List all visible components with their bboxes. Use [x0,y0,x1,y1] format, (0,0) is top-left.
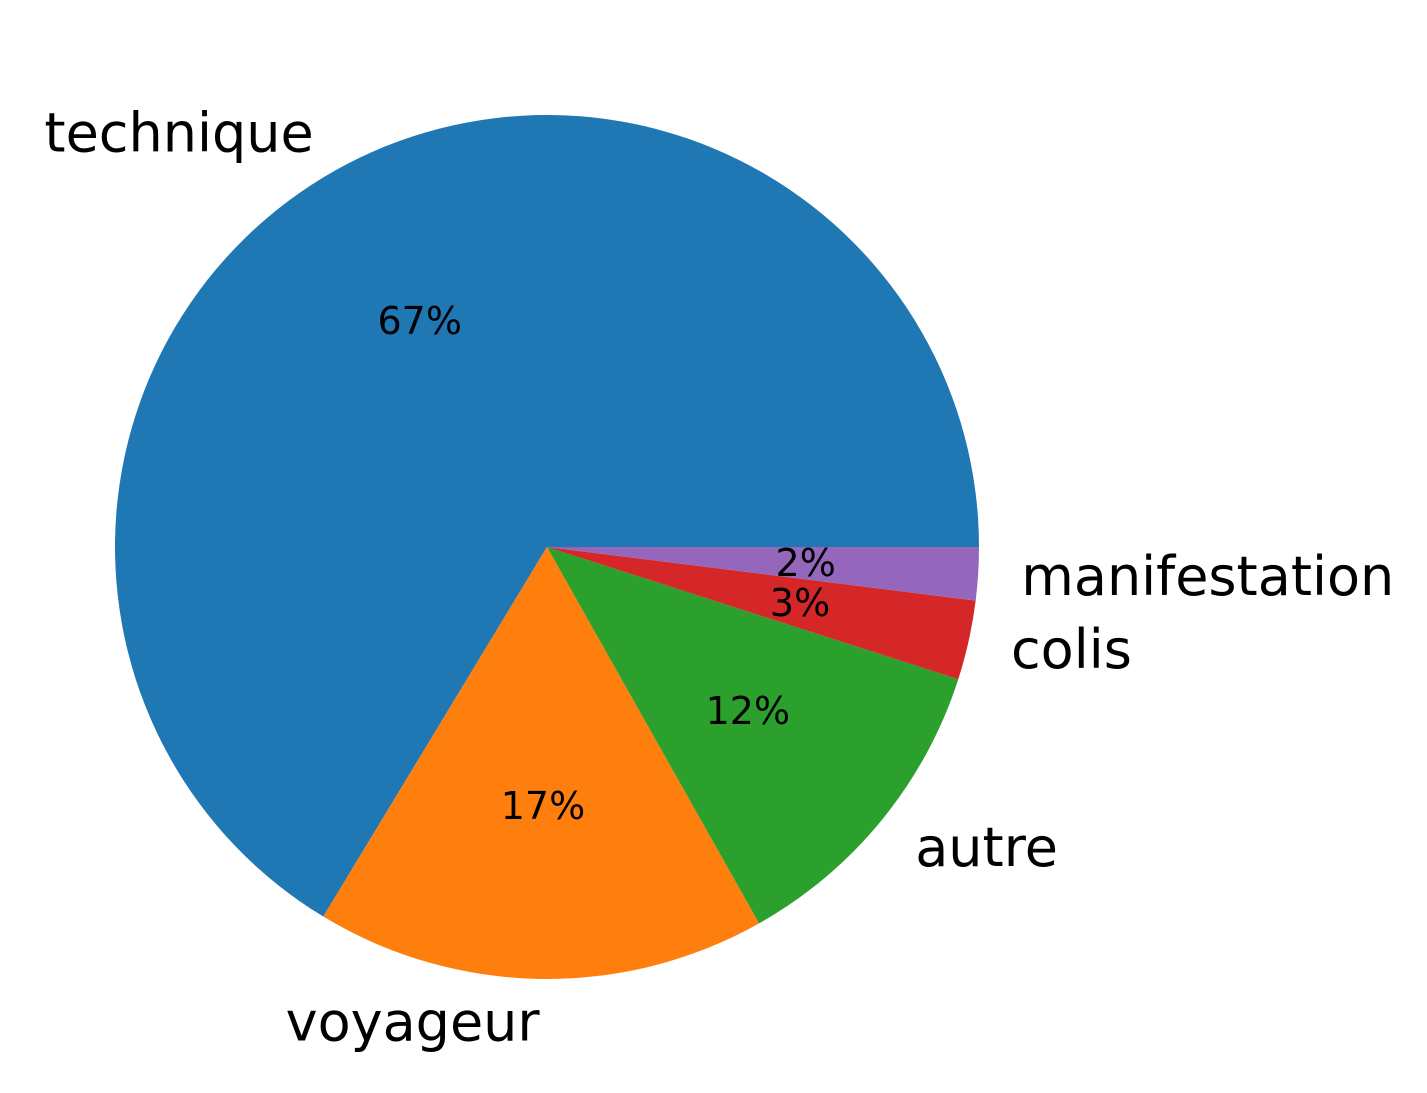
category-label-colis: colis [1011,618,1132,681]
category-label-voyageur: voyageur [286,991,541,1054]
percent-label-voyageur: 17% [501,784,585,828]
percent-label-manifestation: 2% [776,541,836,585]
pie-slice-autre [547,547,959,924]
pie-slice-manifestation [547,547,979,601]
percent-label-autre: 12% [706,689,790,733]
percent-labels: 67% 17% 12% 3%2% [377,299,835,828]
pie-slice-technique [114,114,980,917]
category-label-autre: autre [915,816,1058,879]
percent-label-colis: 3% [770,581,830,625]
percent-label-technique: 67% [377,299,461,343]
pie-slice-voyageur [323,547,760,979]
pie-slice-colis [547,547,976,680]
category-labels: technique voyageur autre colis manifestation [44,102,1394,1054]
category-label-technique: technique [44,102,313,165]
category-label-manifestation: manifestation [1021,545,1394,608]
pie-slices [114,114,980,979]
